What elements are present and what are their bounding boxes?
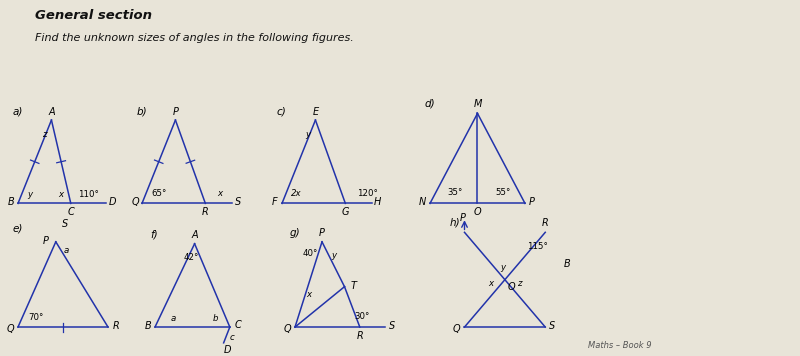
Text: N: N <box>418 198 426 208</box>
Text: 55°: 55° <box>495 188 510 197</box>
Text: a): a) <box>13 106 23 116</box>
Text: G: G <box>342 208 349 218</box>
Text: 115°: 115° <box>527 242 548 251</box>
Text: P: P <box>529 198 535 208</box>
Text: x: x <box>306 290 311 299</box>
Text: B: B <box>145 321 151 331</box>
Text: b): b) <box>137 106 148 116</box>
Text: R: R <box>357 331 363 341</box>
Text: 30°: 30° <box>354 312 370 321</box>
Text: a: a <box>63 246 69 255</box>
Text: c: c <box>230 333 234 341</box>
Text: 2x: 2x <box>290 189 302 198</box>
Text: E: E <box>312 107 318 117</box>
Text: h): h) <box>450 218 461 228</box>
Text: x: x <box>217 189 222 198</box>
Text: 65°: 65° <box>151 189 166 198</box>
Text: O: O <box>474 208 482 218</box>
Text: D: D <box>108 198 116 208</box>
Text: Q: Q <box>6 324 14 334</box>
Text: x: x <box>58 190 63 199</box>
Text: y: y <box>27 190 33 199</box>
Text: P: P <box>319 228 325 238</box>
Text: d): d) <box>425 99 436 109</box>
Text: y: y <box>331 251 337 260</box>
Text: General section: General section <box>35 10 152 22</box>
Text: Find the unknown sizes of angles in the following figures.: Find the unknown sizes of angles in the … <box>35 33 354 43</box>
Text: a: a <box>170 314 176 323</box>
Text: Q: Q <box>453 324 460 334</box>
Text: R: R <box>113 321 119 331</box>
Text: D: D <box>224 345 231 355</box>
Text: z: z <box>517 279 521 288</box>
Text: A: A <box>191 230 198 240</box>
Text: S: S <box>62 219 68 229</box>
Text: H: H <box>374 198 382 208</box>
Text: 110°: 110° <box>78 190 99 199</box>
Text: B: B <box>564 260 571 269</box>
Text: C: C <box>234 320 241 330</box>
Text: x: x <box>488 279 494 288</box>
Text: S: S <box>234 198 241 208</box>
Text: B: B <box>8 198 14 208</box>
Text: c): c) <box>277 106 286 116</box>
Text: S: S <box>549 321 555 331</box>
Text: e): e) <box>13 223 23 233</box>
Text: P: P <box>173 107 178 117</box>
Text: R: R <box>202 208 209 218</box>
Text: R: R <box>542 218 549 228</box>
Text: g): g) <box>290 228 301 238</box>
Text: Q: Q <box>283 324 291 334</box>
Text: O: O <box>508 282 516 292</box>
Text: 120°: 120° <box>357 189 378 198</box>
Text: y: y <box>500 263 506 272</box>
Text: 42°: 42° <box>184 253 199 262</box>
Text: C: C <box>67 208 74 218</box>
Text: f): f) <box>150 230 158 240</box>
Text: P: P <box>459 213 466 223</box>
Text: y: y <box>305 130 310 138</box>
Text: S: S <box>389 321 395 331</box>
Text: P: P <box>43 236 49 246</box>
Text: 35°: 35° <box>447 188 462 197</box>
Text: A: A <box>48 107 54 117</box>
Text: Maths – Book 9: Maths – Book 9 <box>588 340 652 350</box>
Text: T: T <box>350 281 357 290</box>
Text: Q: Q <box>131 198 139 208</box>
Text: 40°: 40° <box>302 249 318 258</box>
Text: z: z <box>42 130 46 138</box>
Text: 70°: 70° <box>28 313 44 321</box>
Text: F: F <box>272 198 278 208</box>
Text: M: M <box>474 99 482 109</box>
Text: b: b <box>213 314 218 323</box>
